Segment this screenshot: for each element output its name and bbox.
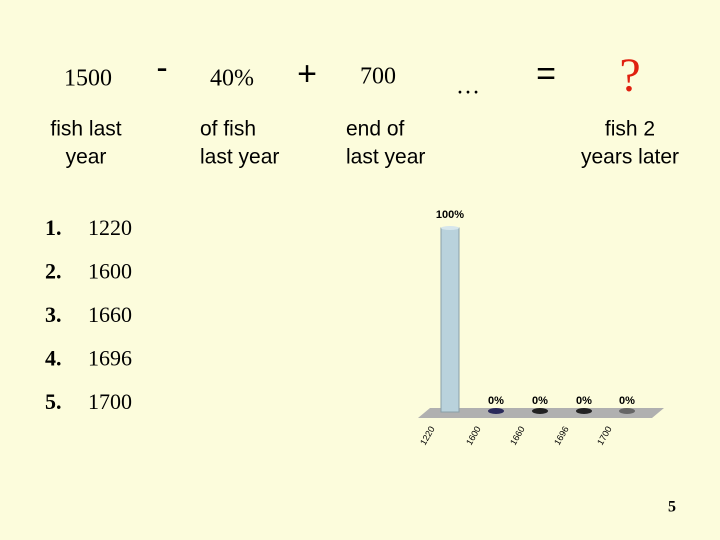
bar — [440, 227, 460, 413]
value-label: 100% — [436, 209, 464, 221]
bar — [576, 408, 592, 414]
bar-top — [441, 226, 459, 230]
operator: + — [297, 55, 317, 93]
value-label: 0% — [532, 395, 548, 407]
operator: - — [156, 49, 167, 87]
term-caption: end of — [346, 118, 405, 141]
option-number: 2. — [45, 259, 62, 284]
operator: = — [536, 55, 556, 93]
term: 1500 — [64, 66, 112, 92]
term-caption: fish 2 — [605, 118, 655, 141]
option-number: 5. — [45, 389, 62, 414]
option-number: 3. — [45, 302, 62, 327]
term: 40% — [210, 66, 254, 92]
bar — [532, 408, 548, 414]
bar — [488, 408, 504, 414]
operator: … — [456, 74, 480, 100]
option-text: 1660 — [88, 302, 132, 327]
option-number: 1. — [45, 215, 62, 240]
value-label: 0% — [576, 395, 592, 407]
term: 700 — [360, 64, 396, 90]
term-caption: year — [66, 146, 107, 169]
page-number: 5 — [668, 499, 676, 516]
term-caption: last year — [346, 146, 425, 169]
term-caption: last year — [200, 146, 279, 169]
option-number: 4. — [45, 346, 62, 371]
unknown: ? — [619, 49, 640, 102]
term-caption: years later — [581, 146, 679, 169]
term-caption: fish last — [50, 118, 121, 141]
value-label: 0% — [619, 395, 635, 407]
value-label: 0% — [488, 395, 504, 407]
option-text: 1700 — [88, 389, 132, 414]
term-caption: of fish — [200, 118, 256, 141]
bar — [619, 408, 635, 414]
option-text: 1600 — [88, 259, 132, 284]
option-text: 1696 — [88, 346, 132, 371]
option-text: 1220 — [88, 215, 132, 240]
